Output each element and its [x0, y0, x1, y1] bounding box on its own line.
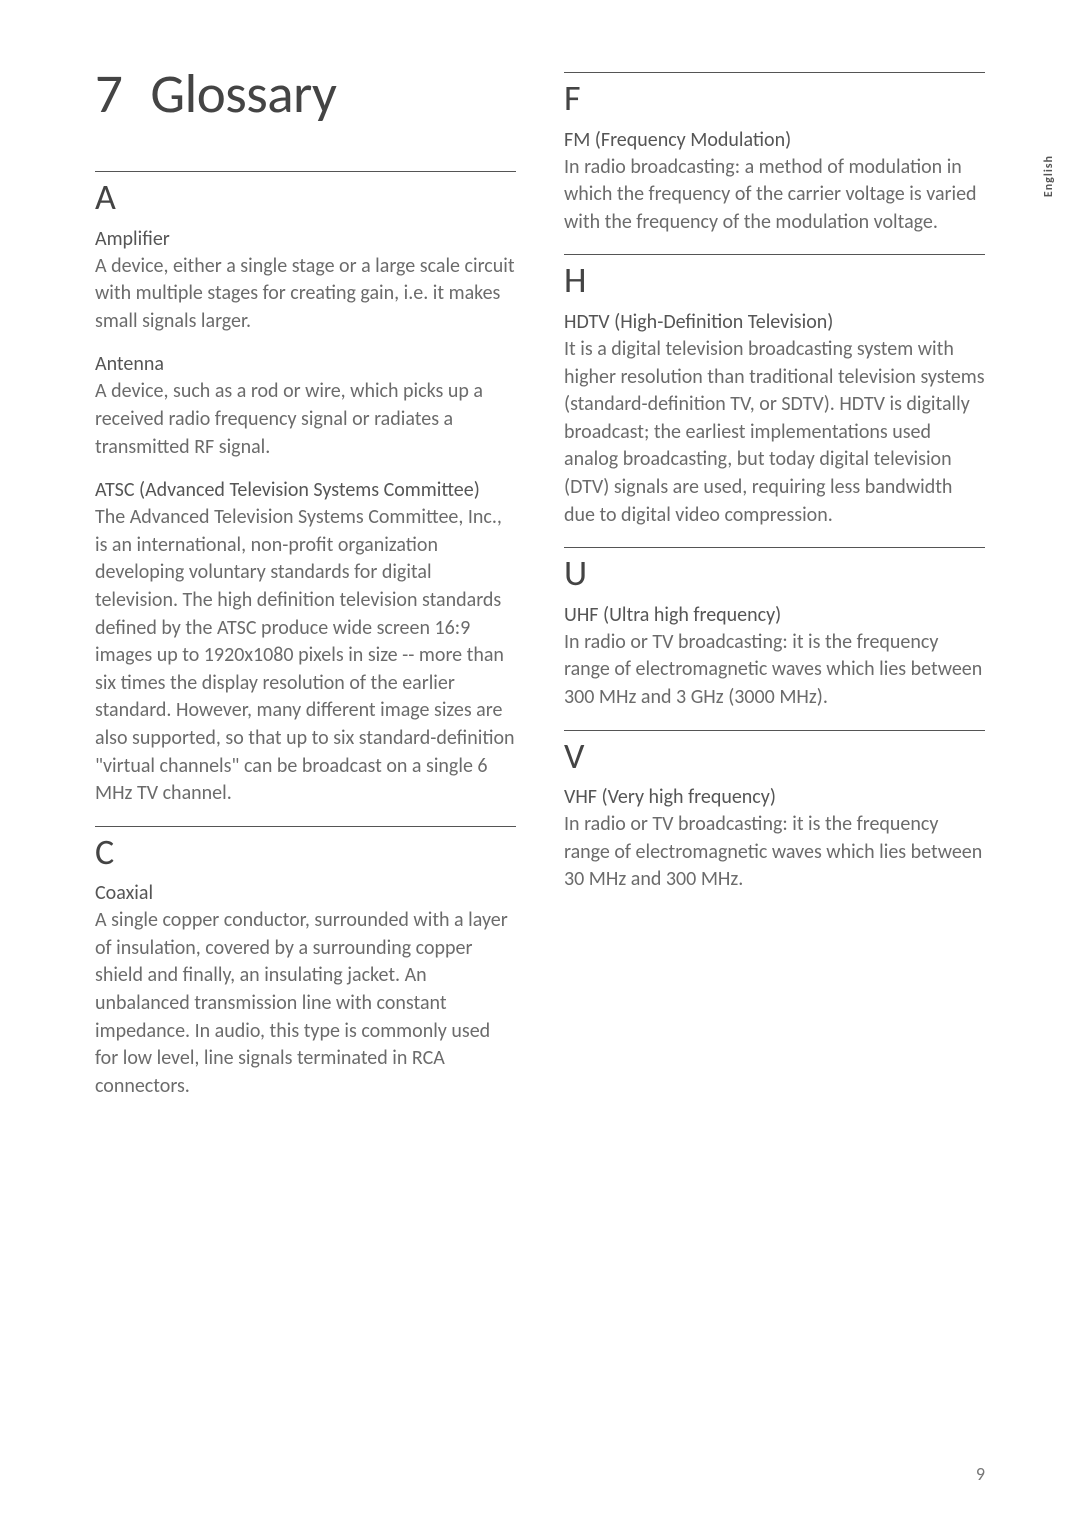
term: Antenna [95, 351, 516, 378]
glossary-entry: Amplifier A device, either a single stag… [95, 226, 516, 336]
definition: In radio or TV broadcasting: it is the f… [564, 629, 985, 712]
term: FM (Frequency Modulation) [564, 127, 985, 154]
chapter-title: 7 Glossary [95, 60, 516, 127]
definition: A single copper conductor, surrounded wi… [95, 907, 516, 1100]
glossary-entry: ATSC (Advanced Television Systems Commit… [95, 477, 516, 808]
definition: In radio broadcasting: a method of modul… [564, 154, 985, 237]
glossary-entry: Coaxial A single copper conductor, surro… [95, 880, 516, 1100]
section-h: H [564, 254, 985, 301]
term: UHF (Ultra high frequency) [564, 602, 985, 629]
glossary-entry: FM (Frequency Modulation) In radio broad… [564, 127, 985, 237]
term: Amplifier [95, 226, 516, 253]
glossary-entry: VHF (Very high frequency) In radio or TV… [564, 784, 985, 894]
section-v: V [564, 730, 985, 777]
section-u: U [564, 547, 985, 594]
chapter-number: 7 [95, 60, 122, 127]
term: HDTV (High-Definition Television) [564, 309, 985, 336]
glossary-entry: Antenna A device, such as a rod or wire,… [95, 351, 516, 461]
left-column: 7 Glossary A Amplifier A device, either a… [95, 60, 516, 1116]
section-f: F [564, 72, 985, 119]
definition: In radio or TV broadcasting: it is the f… [564, 811, 985, 894]
section-c: C [95, 826, 516, 873]
glossary-entry: UHF (Ultra high frequency) In radio or T… [564, 602, 985, 712]
page-number: 9 [976, 1463, 985, 1485]
definition: The Advanced Television Systems Committe… [95, 504, 516, 808]
definition: A device, such as a rod or wire, which p… [95, 378, 516, 461]
term: VHF (Very high frequency) [564, 784, 985, 811]
content-columns: 7 Glossary A Amplifier A device, either a… [95, 60, 985, 1116]
language-label: English [1042, 155, 1056, 197]
definition: It is a digital television broadcasting … [564, 336, 985, 529]
term: ATSC (Advanced Television Systems Commit… [95, 477, 516, 504]
chapter-name: Glossary [150, 60, 336, 127]
section-a: A [95, 171, 516, 218]
term: Coaxial [95, 880, 516, 907]
definition: A device, either a single stage or a lar… [95, 253, 516, 336]
right-column: F FM (Frequency Modulation) In radio bro… [564, 60, 985, 1116]
glossary-entry: HDTV (High-Definition Television) It is … [564, 309, 985, 529]
